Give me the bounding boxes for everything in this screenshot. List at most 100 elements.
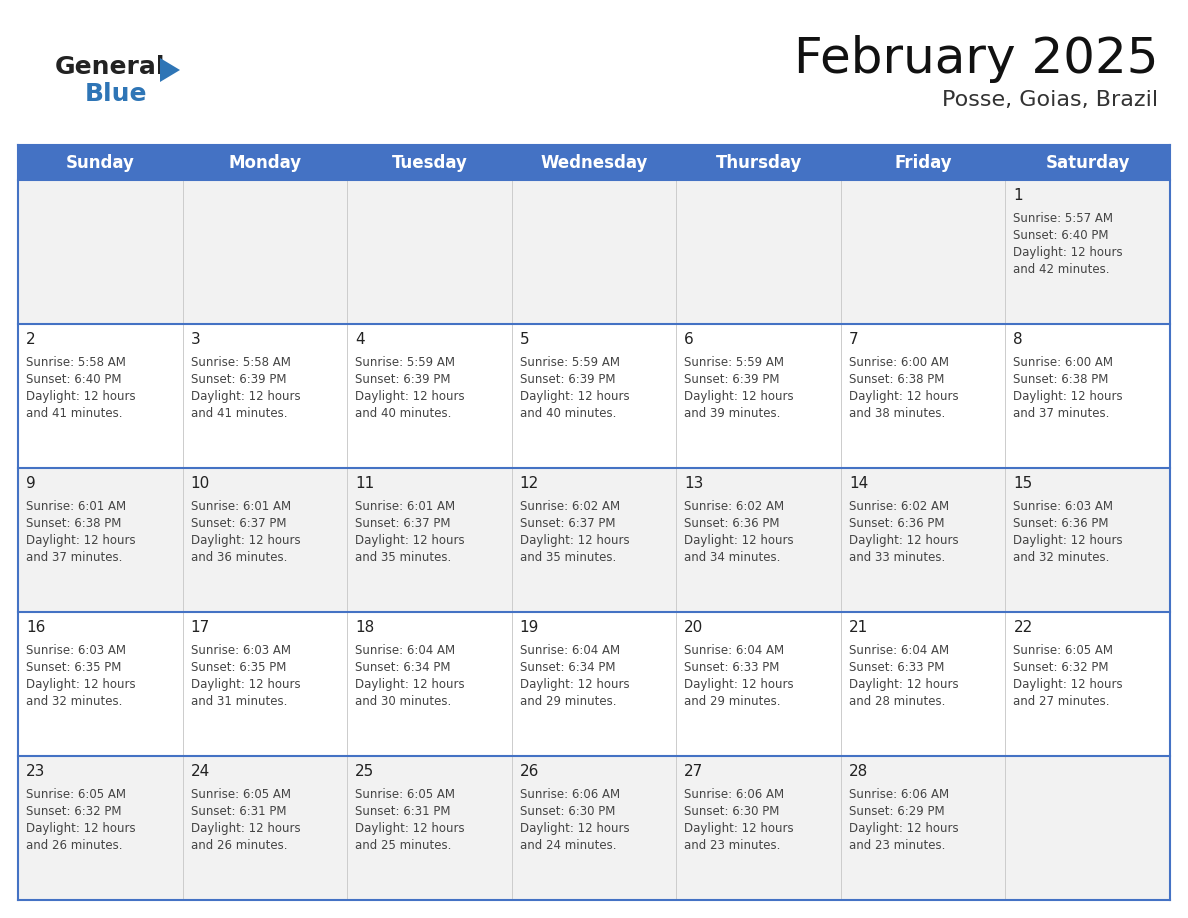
Text: and 23 minutes.: and 23 minutes. — [684, 839, 781, 852]
Text: 1: 1 — [1013, 188, 1023, 203]
Text: 10: 10 — [190, 476, 210, 491]
Text: 2: 2 — [26, 332, 36, 347]
Text: Sunset: 6:38 PM: Sunset: 6:38 PM — [26, 517, 121, 530]
Text: Sunrise: 6:00 AM: Sunrise: 6:00 AM — [849, 356, 949, 369]
Text: Sunrise: 6:01 AM: Sunrise: 6:01 AM — [355, 500, 455, 513]
Text: Daylight: 12 hours: Daylight: 12 hours — [1013, 534, 1123, 547]
Text: Sunset: 6:37 PM: Sunset: 6:37 PM — [519, 517, 615, 530]
Text: 22: 22 — [1013, 620, 1032, 635]
Bar — [18, 468, 1170, 612]
Text: 16: 16 — [26, 620, 45, 635]
Text: Thursday: Thursday — [715, 153, 802, 172]
Text: Sunrise: 6:05 AM: Sunrise: 6:05 AM — [26, 788, 126, 801]
Text: Tuesday: Tuesday — [392, 153, 467, 172]
Text: and 41 minutes.: and 41 minutes. — [190, 407, 287, 420]
Text: and 40 minutes.: and 40 minutes. — [355, 407, 451, 420]
Text: Daylight: 12 hours: Daylight: 12 hours — [355, 390, 465, 403]
Text: and 24 minutes.: and 24 minutes. — [519, 839, 617, 852]
Text: 20: 20 — [684, 620, 703, 635]
Text: Sunrise: 6:04 AM: Sunrise: 6:04 AM — [519, 644, 620, 657]
Text: Sunrise: 6:06 AM: Sunrise: 6:06 AM — [519, 788, 620, 801]
Text: 23: 23 — [26, 764, 45, 779]
Text: Daylight: 12 hours: Daylight: 12 hours — [355, 678, 465, 691]
Text: Sunset: 6:34 PM: Sunset: 6:34 PM — [519, 661, 615, 674]
Text: Sunrise: 6:06 AM: Sunrise: 6:06 AM — [684, 788, 784, 801]
Text: 15: 15 — [1013, 476, 1032, 491]
Text: Daylight: 12 hours: Daylight: 12 hours — [519, 390, 630, 403]
Bar — [18, 324, 1170, 468]
Text: and 31 minutes.: and 31 minutes. — [190, 695, 287, 708]
Text: 18: 18 — [355, 620, 374, 635]
Text: Daylight: 12 hours: Daylight: 12 hours — [1013, 678, 1123, 691]
Text: 24: 24 — [190, 764, 210, 779]
Text: Sunset: 6:35 PM: Sunset: 6:35 PM — [26, 661, 121, 674]
Text: Sunrise: 5:59 AM: Sunrise: 5:59 AM — [355, 356, 455, 369]
Text: Monday: Monday — [228, 153, 302, 172]
Text: and 39 minutes.: and 39 minutes. — [684, 407, 781, 420]
Text: 21: 21 — [849, 620, 868, 635]
Text: and 28 minutes.: and 28 minutes. — [849, 695, 946, 708]
Text: Sunrise: 5:59 AM: Sunrise: 5:59 AM — [684, 356, 784, 369]
Text: Sunset: 6:33 PM: Sunset: 6:33 PM — [684, 661, 779, 674]
Text: Daylight: 12 hours: Daylight: 12 hours — [1013, 390, 1123, 403]
Text: Friday: Friday — [895, 153, 952, 172]
Text: 11: 11 — [355, 476, 374, 491]
Text: Sunrise: 6:06 AM: Sunrise: 6:06 AM — [849, 788, 949, 801]
Text: and 40 minutes.: and 40 minutes. — [519, 407, 617, 420]
Text: and 33 minutes.: and 33 minutes. — [849, 551, 946, 564]
Text: Sunset: 6:40 PM: Sunset: 6:40 PM — [1013, 229, 1108, 242]
Text: Daylight: 12 hours: Daylight: 12 hours — [849, 390, 959, 403]
Text: Sunrise: 6:03 AM: Sunrise: 6:03 AM — [26, 644, 126, 657]
Text: Daylight: 12 hours: Daylight: 12 hours — [355, 822, 465, 835]
Text: Saturday: Saturday — [1045, 153, 1130, 172]
Text: and 37 minutes.: and 37 minutes. — [26, 551, 122, 564]
Text: Daylight: 12 hours: Daylight: 12 hours — [519, 822, 630, 835]
Text: Daylight: 12 hours: Daylight: 12 hours — [26, 678, 135, 691]
Text: and 32 minutes.: and 32 minutes. — [26, 695, 122, 708]
Text: 27: 27 — [684, 764, 703, 779]
Text: 5: 5 — [519, 332, 530, 347]
Text: Daylight: 12 hours: Daylight: 12 hours — [190, 678, 301, 691]
Text: and 26 minutes.: and 26 minutes. — [190, 839, 287, 852]
Text: Sunrise: 6:05 AM: Sunrise: 6:05 AM — [190, 788, 291, 801]
Text: 25: 25 — [355, 764, 374, 779]
Text: Sunset: 6:30 PM: Sunset: 6:30 PM — [684, 805, 779, 818]
Text: and 30 minutes.: and 30 minutes. — [355, 695, 451, 708]
Text: Sunset: 6:34 PM: Sunset: 6:34 PM — [355, 661, 450, 674]
Text: Sunrise: 6:04 AM: Sunrise: 6:04 AM — [684, 644, 784, 657]
Text: 8: 8 — [1013, 332, 1023, 347]
Text: Sunset: 6:36 PM: Sunset: 6:36 PM — [684, 517, 779, 530]
Text: Sunset: 6:37 PM: Sunset: 6:37 PM — [355, 517, 450, 530]
Text: Daylight: 12 hours: Daylight: 12 hours — [190, 822, 301, 835]
Text: 28: 28 — [849, 764, 868, 779]
Text: Sunset: 6:31 PM: Sunset: 6:31 PM — [190, 805, 286, 818]
Text: and 35 minutes.: and 35 minutes. — [355, 551, 451, 564]
Text: Sunrise: 6:02 AM: Sunrise: 6:02 AM — [519, 500, 620, 513]
Text: Sunrise: 6:02 AM: Sunrise: 6:02 AM — [849, 500, 949, 513]
Text: Sunset: 6:32 PM: Sunset: 6:32 PM — [26, 805, 121, 818]
Text: Daylight: 12 hours: Daylight: 12 hours — [849, 822, 959, 835]
Text: Sunset: 6:30 PM: Sunset: 6:30 PM — [519, 805, 615, 818]
Text: Sunrise: 5:57 AM: Sunrise: 5:57 AM — [1013, 212, 1113, 225]
Text: 26: 26 — [519, 764, 539, 779]
Text: Daylight: 12 hours: Daylight: 12 hours — [26, 534, 135, 547]
Text: Sunrise: 6:04 AM: Sunrise: 6:04 AM — [355, 644, 455, 657]
Text: 4: 4 — [355, 332, 365, 347]
Text: Sunrise: 5:58 AM: Sunrise: 5:58 AM — [190, 356, 290, 369]
Text: and 25 minutes.: and 25 minutes. — [355, 839, 451, 852]
Text: Sunrise: 6:03 AM: Sunrise: 6:03 AM — [1013, 500, 1113, 513]
Text: and 27 minutes.: and 27 minutes. — [1013, 695, 1110, 708]
Text: Sunset: 6:36 PM: Sunset: 6:36 PM — [1013, 517, 1108, 530]
Text: Sunrise: 5:59 AM: Sunrise: 5:59 AM — [519, 356, 620, 369]
Polygon shape — [160, 58, 181, 82]
Text: Daylight: 12 hours: Daylight: 12 hours — [684, 822, 794, 835]
Text: 13: 13 — [684, 476, 703, 491]
Text: Sunday: Sunday — [65, 153, 134, 172]
Text: and 36 minutes.: and 36 minutes. — [190, 551, 287, 564]
Text: Sunrise: 6:05 AM: Sunrise: 6:05 AM — [355, 788, 455, 801]
Bar — [18, 612, 1170, 756]
Text: Daylight: 12 hours: Daylight: 12 hours — [849, 534, 959, 547]
Text: 19: 19 — [519, 620, 539, 635]
Text: and 38 minutes.: and 38 minutes. — [849, 407, 946, 420]
Text: 14: 14 — [849, 476, 868, 491]
